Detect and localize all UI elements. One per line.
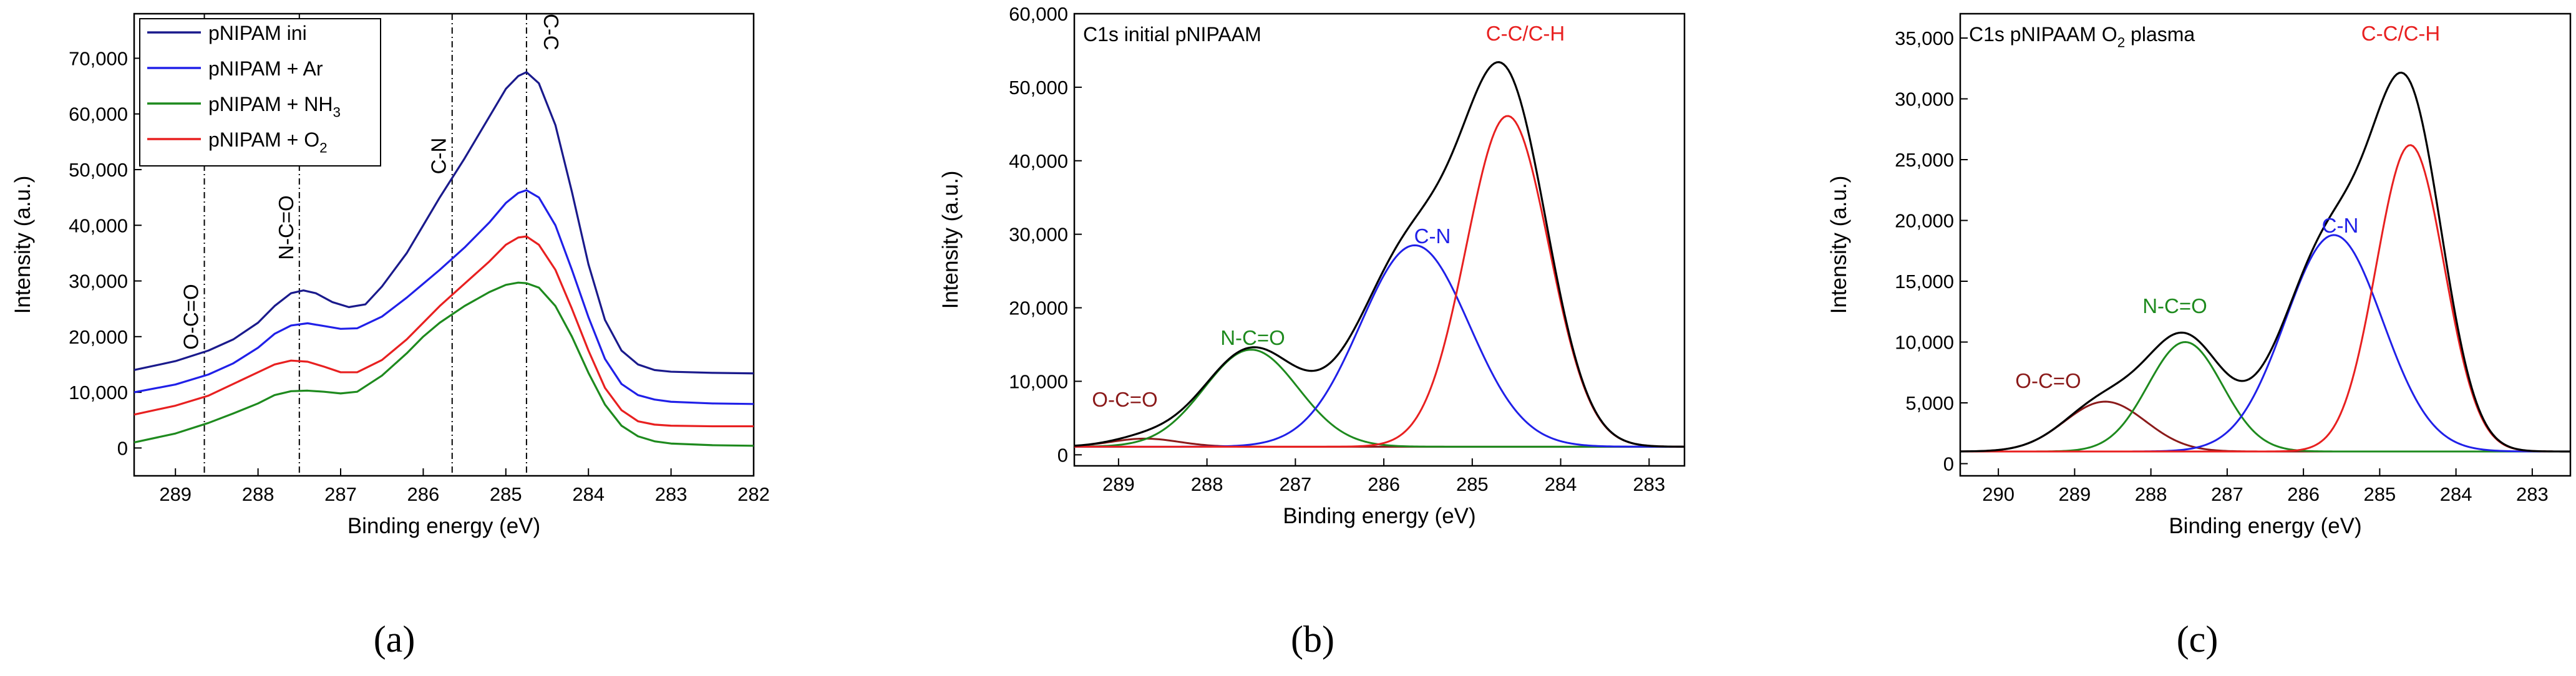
panel-b-chart: 289 288 287 286 285 284 283 0 10,000 20,000 30,000… (938, 3, 1686, 528)
y-tick-label: 15,000 (1895, 271, 1954, 292)
fit-envelope (1074, 61, 1685, 448)
y-tick-label: 60,000 (69, 104, 128, 125)
x-tick-label: 287 (324, 483, 357, 505)
y-tick-label: 10,000 (1895, 332, 1954, 354)
y-tick-label: 0 (117, 437, 128, 459)
x-tick-label: 289 (2059, 483, 2091, 505)
peak-label-c-c-c-h: C-C/C-H (1486, 22, 1565, 45)
panel-letter-a: (a) (374, 619, 416, 660)
reference-label-o-c-o: O-C=O (180, 284, 203, 349)
chart-title: C1s initial pNIPAAM (1083, 23, 1261, 46)
y-tick-label: 25,000 (1895, 149, 1954, 171)
x-tick-label: 290 (1982, 483, 2015, 505)
x-tick-label: 286 (1368, 473, 1400, 495)
x-tick-label: 285 (490, 483, 522, 505)
legend-label-pnipam-o: pNIPAM + O2​ (208, 128, 328, 156)
x-tick-label: 288 (2135, 483, 2167, 505)
reference-label-c-n: C-N (427, 138, 450, 175)
y-axis-label: Intensity (a.u.) (938, 171, 963, 309)
y-tick-label: 20,000 (1895, 210, 1954, 232)
legend-label-pnipam-ini: pNIPAM ini (208, 22, 307, 44)
x-axis-label: Binding energy (eV) (2169, 514, 2361, 538)
fit-peak-n-c-o (1960, 341, 2570, 453)
x-tick-label: 287 (1279, 473, 1311, 495)
plot-frame (133, 12, 755, 477)
plot-frame (1073, 12, 1686, 467)
x-tick-label: 287 (2211, 483, 2243, 505)
x-tick-label: 286 (2287, 483, 2320, 505)
peak-label-c-n: C-N (1414, 225, 1451, 248)
x-tick-label: 283 (2516, 483, 2549, 505)
y-tick-label: 20,000 (69, 326, 128, 348)
fit-peak-c-n (1074, 244, 1684, 448)
legend: pNIPAM ini pNIPAM + Ar pNIPAM + NH3​ pNIPAM… (139, 18, 381, 167)
panel-letter-b: (b) (1291, 619, 1334, 660)
fit-peak-c-n (1960, 234, 2570, 453)
y-tick-label: 0 (1057, 444, 1068, 466)
y-tick-label: 30,000 (1009, 224, 1068, 246)
x-tick-label: 284 (572, 483, 605, 505)
x-axis-label: Binding energy (eV) (1283, 504, 1475, 528)
panel-c-chart: 290 289 288 287 286 285 284 283 0 5,000 10,000 15,0… (1827, 12, 2572, 538)
x-tick-label: 283 (655, 483, 688, 505)
peak-label-o-c-o: O-C=O (2015, 369, 2081, 392)
series-line-pnipam-ini (134, 71, 754, 375)
reference-label-n-c-o: N-C=O (275, 195, 298, 260)
y-tick-label: 70,000 (69, 47, 128, 69)
panel-a-chart: 289 288 287 286 285 284 283 282 0 10,000 20,000 30,… (11, 12, 770, 538)
x-tick-label: 288 (1191, 473, 1223, 495)
y-tick-label: 0 (1943, 453, 1954, 475)
y-tick-label: 50,000 (69, 159, 128, 181)
peak-label-n-c-o: N-C=O (2142, 294, 2207, 317)
reference-label-c-c: C-C (540, 14, 563, 51)
fit-envelope (1960, 71, 2570, 453)
series-line-pnipam-ar (134, 189, 754, 405)
panel-letter-c: (c) (2177, 619, 2219, 660)
peak-label-c-n: C-N (2322, 214, 2359, 237)
y-tick-label: 40,000 (1009, 150, 1068, 172)
y-tick-label: 30,000 (1895, 89, 1954, 110)
y-tick-label: 30,000 (69, 271, 128, 292)
x-tick-label: 289 (1102, 473, 1135, 495)
peak-label-o-c-o: O-C=O (1092, 388, 1157, 411)
y-tick-label: 10,000 (1009, 370, 1068, 392)
x-tick-label: 289 (159, 483, 192, 505)
x-tick-label: 288 (242, 483, 275, 505)
y-axis-label: Intensity (a.u.) (1827, 176, 1851, 314)
fit-peak-c-c-c-h (1074, 115, 1685, 448)
peak-label-c-c-c-h: C-C/C-H (2361, 22, 2440, 45)
legend-label-pnipam-ar: pNIPAM + Ar (208, 57, 323, 80)
x-tick-label: 284 (1545, 473, 1577, 495)
series-line-pnipam-nh (134, 281, 754, 447)
fit-peak-n-c-o (1074, 349, 1684, 448)
series-line-pnipam-o (134, 235, 754, 428)
y-tick-label: 60,000 (1009, 3, 1068, 25)
legend-box (139, 18, 381, 167)
y-tick-label: 40,000 (69, 215, 128, 236)
x-axis-label: Binding energy (eV) (348, 514, 540, 538)
legend-label-pnipam-nh: pNIPAM + NH3​ (208, 93, 341, 120)
y-axis-label: Intensity (a.u.) (11, 176, 35, 314)
x-tick-label: 283 (1633, 473, 1665, 495)
y-tick-label: 10,000 (69, 382, 128, 403)
y-tick-label: 50,000 (1009, 77, 1068, 99)
x-tick-label: 284 (2440, 483, 2472, 505)
fit-peak-c-c-c-h (1960, 144, 2570, 453)
x-tick-label: 285 (1456, 473, 1489, 495)
y-tick-label: 5,000 (1905, 392, 1954, 414)
y-tick-label: 20,000 (1009, 297, 1068, 319)
plot-frame (1959, 12, 2572, 477)
x-tick-label: 286 (407, 483, 440, 505)
peak-label-n-c-o: N-C=O (1220, 326, 1285, 349)
x-tick-label: 285 (2364, 483, 2396, 505)
chart-title: C1s pNIPAAM O2​ plasma (1969, 23, 2195, 51)
y-tick-label: 35,000 (1895, 27, 1954, 49)
x-tick-label: 282 (737, 483, 770, 505)
